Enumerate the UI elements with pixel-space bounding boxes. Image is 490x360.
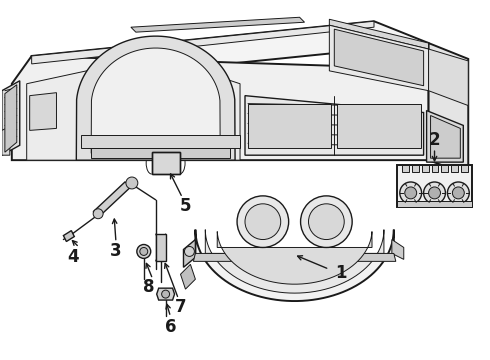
Polygon shape [421, 165, 429, 172]
Polygon shape [81, 135, 240, 148]
Circle shape [424, 182, 445, 204]
Polygon shape [429, 43, 468, 175]
Text: 6: 6 [165, 318, 176, 336]
Polygon shape [337, 104, 420, 148]
Polygon shape [2, 81, 20, 155]
Circle shape [300, 196, 352, 247]
Polygon shape [217, 231, 372, 284]
Circle shape [184, 247, 195, 256]
Circle shape [400, 182, 421, 204]
Polygon shape [196, 230, 394, 301]
Polygon shape [30, 93, 56, 130]
Polygon shape [392, 239, 404, 260]
Polygon shape [427, 111, 464, 162]
Polygon shape [432, 165, 439, 172]
Circle shape [126, 177, 138, 189]
Polygon shape [63, 231, 74, 242]
Polygon shape [91, 148, 230, 158]
Polygon shape [402, 165, 409, 172]
Polygon shape [32, 21, 374, 64]
Polygon shape [205, 230, 384, 293]
Circle shape [137, 244, 151, 258]
Polygon shape [431, 116, 460, 158]
Polygon shape [93, 182, 133, 215]
Polygon shape [180, 264, 196, 289]
Polygon shape [194, 253, 396, 261]
Polygon shape [397, 201, 472, 207]
Polygon shape [32, 21, 429, 84]
Polygon shape [91, 48, 220, 153]
Polygon shape [152, 152, 179, 174]
Polygon shape [329, 19, 429, 49]
Polygon shape [451, 165, 458, 172]
Polygon shape [76, 36, 235, 160]
Polygon shape [412, 165, 418, 172]
Polygon shape [12, 56, 429, 160]
Polygon shape [183, 239, 196, 267]
Polygon shape [429, 49, 468, 105]
Text: 2: 2 [429, 131, 441, 149]
Polygon shape [329, 25, 429, 91]
Polygon shape [441, 165, 448, 172]
Circle shape [309, 204, 344, 239]
Circle shape [237, 196, 289, 247]
Circle shape [429, 187, 441, 199]
Polygon shape [26, 56, 240, 160]
Polygon shape [5, 85, 17, 152]
Circle shape [447, 182, 469, 204]
Polygon shape [334, 29, 424, 86]
Text: 3: 3 [110, 242, 122, 260]
Text: 4: 4 [68, 248, 79, 266]
Text: 5: 5 [180, 197, 191, 215]
Polygon shape [2, 126, 10, 155]
Circle shape [140, 247, 148, 255]
Text: 1: 1 [336, 264, 347, 282]
Circle shape [93, 209, 103, 219]
Circle shape [245, 204, 281, 239]
Text: 7: 7 [175, 298, 186, 316]
Circle shape [405, 187, 416, 199]
Polygon shape [157, 288, 174, 300]
Polygon shape [397, 165, 472, 207]
Polygon shape [248, 104, 331, 148]
Circle shape [452, 187, 465, 199]
Polygon shape [131, 17, 305, 32]
Polygon shape [156, 234, 166, 261]
Text: 8: 8 [143, 278, 154, 296]
Circle shape [162, 290, 170, 298]
Polygon shape [461, 165, 468, 172]
Polygon shape [245, 96, 424, 155]
